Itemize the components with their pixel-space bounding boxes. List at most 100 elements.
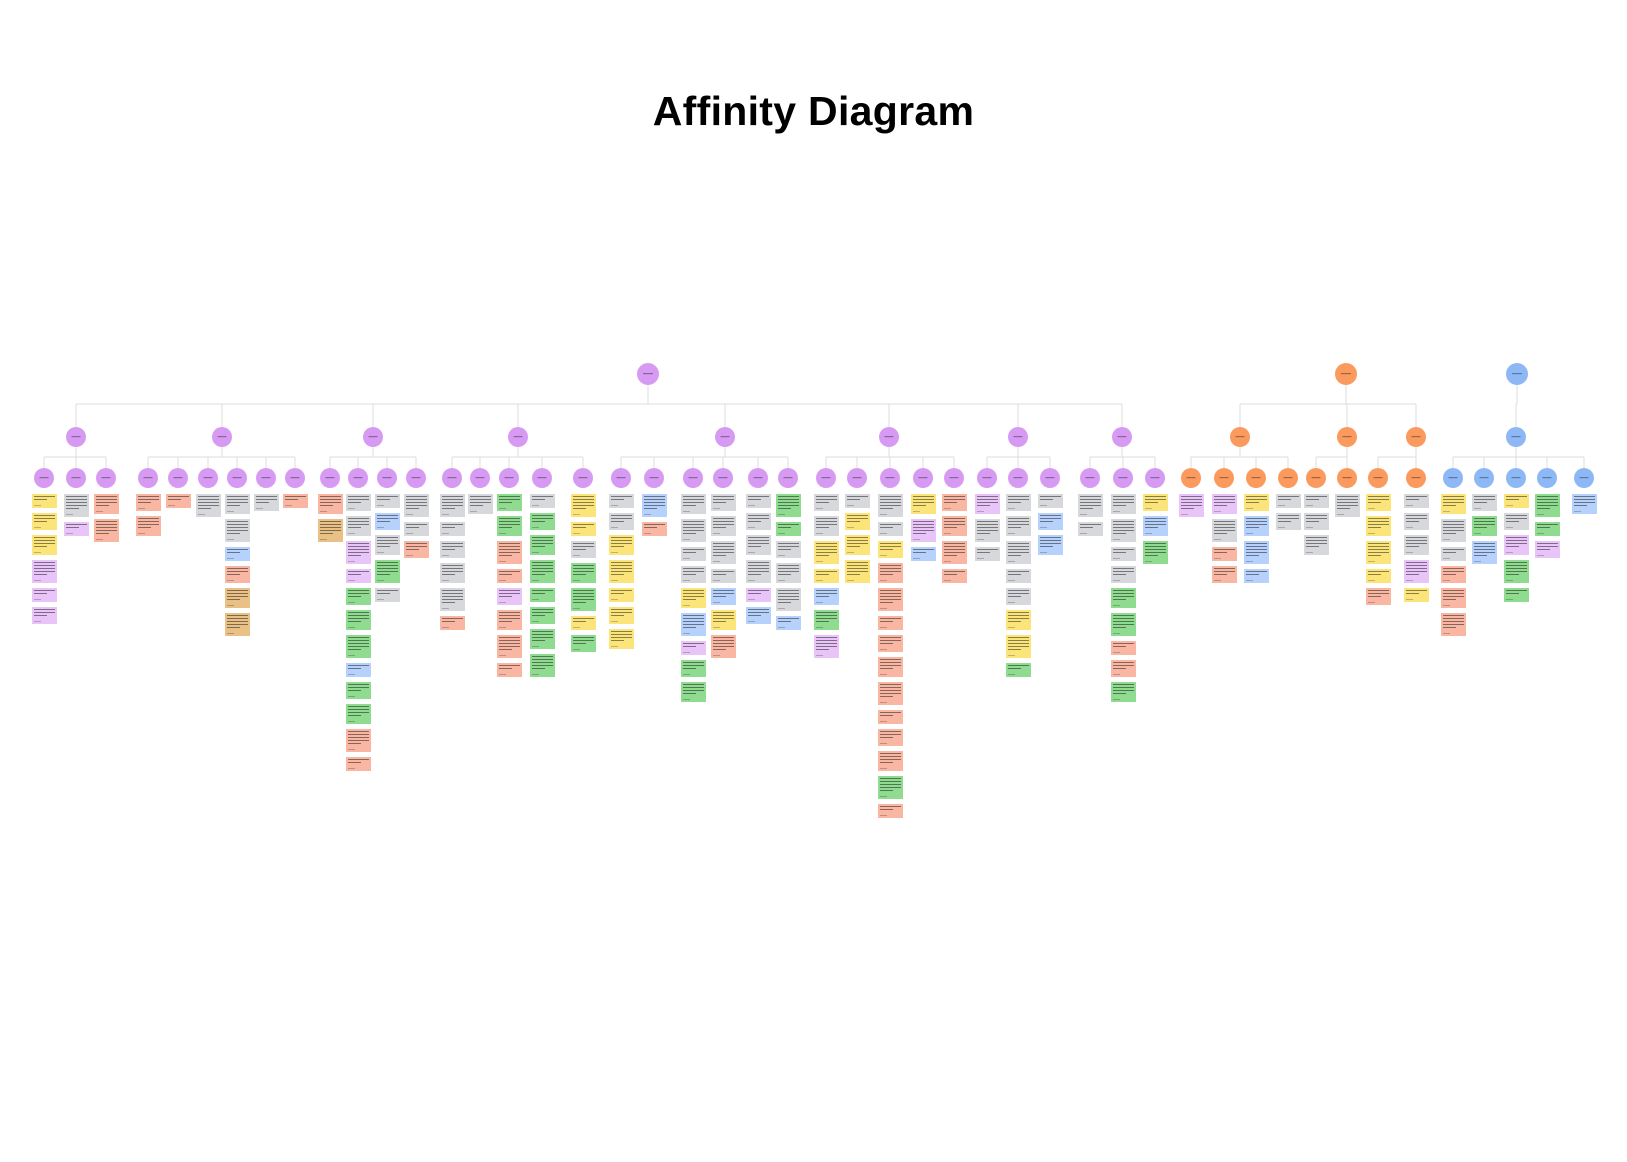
sticky-note[interactable] [571, 616, 596, 630]
sticky-note[interactable] [814, 569, 839, 583]
sticky-note[interactable] [530, 494, 555, 508]
sticky-note[interactable] [404, 494, 429, 517]
sticky-note[interactable] [497, 635, 522, 658]
sticky-note[interactable] [1212, 519, 1237, 542]
sticky-note[interactable] [440, 563, 465, 583]
sticky-note[interactable] [318, 519, 343, 542]
sticky-note[interactable] [32, 588, 57, 602]
sticky-note[interactable] [814, 610, 839, 630]
sticky-note[interactable] [1441, 494, 1466, 514]
sticky-note[interactable] [975, 519, 1000, 542]
sticky-note[interactable] [497, 610, 522, 630]
sticky-note[interactable] [681, 660, 706, 677]
sticky-note[interactable] [1244, 569, 1269, 583]
sticky-note[interactable] [440, 494, 465, 517]
sticky-note[interactable] [942, 541, 967, 564]
sticky-note[interactable] [878, 616, 903, 630]
sticky-note[interactable] [642, 522, 667, 536]
sticky-note[interactable] [1143, 541, 1168, 564]
sticky-note[interactable] [1504, 588, 1529, 602]
sticky-note[interactable] [878, 635, 903, 652]
sticky-note[interactable] [681, 494, 706, 514]
sticky-note[interactable] [571, 494, 596, 517]
sticky-note[interactable] [1111, 613, 1136, 636]
sticky-note[interactable] [1404, 560, 1429, 583]
sticky-note[interactable] [225, 547, 250, 561]
sticky-note[interactable] [776, 541, 801, 558]
sticky-note[interactable] [746, 588, 771, 602]
sticky-note[interactable] [1441, 613, 1466, 636]
sticky-note[interactable] [609, 535, 634, 555]
sticky-note[interactable] [32, 535, 57, 555]
sticky-note[interactable] [1078, 494, 1103, 517]
sticky-note[interactable] [497, 494, 522, 511]
sticky-note[interactable] [346, 682, 371, 699]
sticky-note[interactable] [878, 657, 903, 677]
sticky-note[interactable] [1335, 494, 1360, 517]
sticky-note[interactable] [196, 494, 221, 517]
sticky-note[interactable] [1366, 494, 1391, 511]
sticky-note[interactable] [711, 635, 736, 658]
sticky-note[interactable] [1404, 535, 1429, 555]
sticky-note[interactable] [571, 522, 596, 536]
sticky-note[interactable] [609, 629, 634, 649]
sticky-note[interactable] [776, 616, 801, 630]
sticky-note[interactable] [1212, 547, 1237, 561]
sticky-note[interactable] [1472, 541, 1497, 564]
sticky-note[interactable] [318, 494, 343, 514]
sticky-note[interactable] [530, 654, 555, 677]
sticky-note[interactable] [346, 516, 371, 536]
sticky-note[interactable] [1304, 513, 1329, 530]
sticky-note[interactable] [1572, 494, 1597, 514]
sticky-note[interactable] [746, 560, 771, 583]
sticky-note[interactable] [1143, 516, 1168, 536]
sticky-note[interactable] [1535, 494, 1560, 517]
sticky-note[interactable] [911, 519, 936, 542]
sticky-note[interactable] [1366, 541, 1391, 564]
sticky-note[interactable] [225, 588, 250, 608]
sticky-note[interactable] [942, 516, 967, 536]
sticky-note[interactable] [681, 547, 706, 561]
sticky-note[interactable] [94, 519, 119, 542]
sticky-note[interactable] [136, 516, 161, 536]
sticky-note[interactable] [346, 541, 371, 564]
sticky-note[interactable] [1366, 516, 1391, 536]
sticky-note[interactable] [32, 607, 57, 624]
sticky-note[interactable] [609, 513, 634, 530]
sticky-note[interactable] [878, 522, 903, 536]
sticky-note[interactable] [375, 513, 400, 530]
sticky-note[interactable] [1504, 494, 1529, 508]
sticky-note[interactable] [530, 513, 555, 530]
sticky-note[interactable] [878, 729, 903, 746]
sticky-note[interactable] [1535, 541, 1560, 558]
sticky-note[interactable] [1038, 494, 1063, 508]
sticky-note[interactable] [776, 588, 801, 611]
sticky-note[interactable] [1504, 535, 1529, 555]
sticky-note[interactable] [814, 494, 839, 511]
sticky-note[interactable] [1006, 516, 1031, 536]
sticky-note[interactable] [404, 541, 429, 558]
sticky-note[interactable] [746, 607, 771, 624]
sticky-note[interactable] [346, 663, 371, 677]
sticky-note[interactable] [32, 494, 57, 508]
sticky-note[interactable] [225, 613, 250, 636]
sticky-note[interactable] [1212, 566, 1237, 583]
sticky-note[interactable] [497, 663, 522, 677]
sticky-note[interactable] [468, 494, 493, 514]
sticky-note[interactable] [64, 494, 89, 517]
sticky-note[interactable] [1111, 566, 1136, 583]
sticky-note[interactable] [346, 588, 371, 605]
sticky-note[interactable] [1111, 641, 1136, 655]
sticky-note[interactable] [711, 588, 736, 605]
sticky-note[interactable] [975, 494, 1000, 514]
sticky-note[interactable] [878, 751, 903, 771]
sticky-note[interactable] [911, 547, 936, 561]
sticky-note[interactable] [878, 804, 903, 818]
sticky-note[interactable] [346, 610, 371, 630]
sticky-note[interactable] [440, 588, 465, 611]
sticky-note[interactable] [1472, 516, 1497, 536]
sticky-note[interactable] [642, 494, 667, 517]
sticky-note[interactable] [681, 641, 706, 655]
sticky-note[interactable] [1111, 494, 1136, 514]
sticky-note[interactable] [346, 704, 371, 724]
